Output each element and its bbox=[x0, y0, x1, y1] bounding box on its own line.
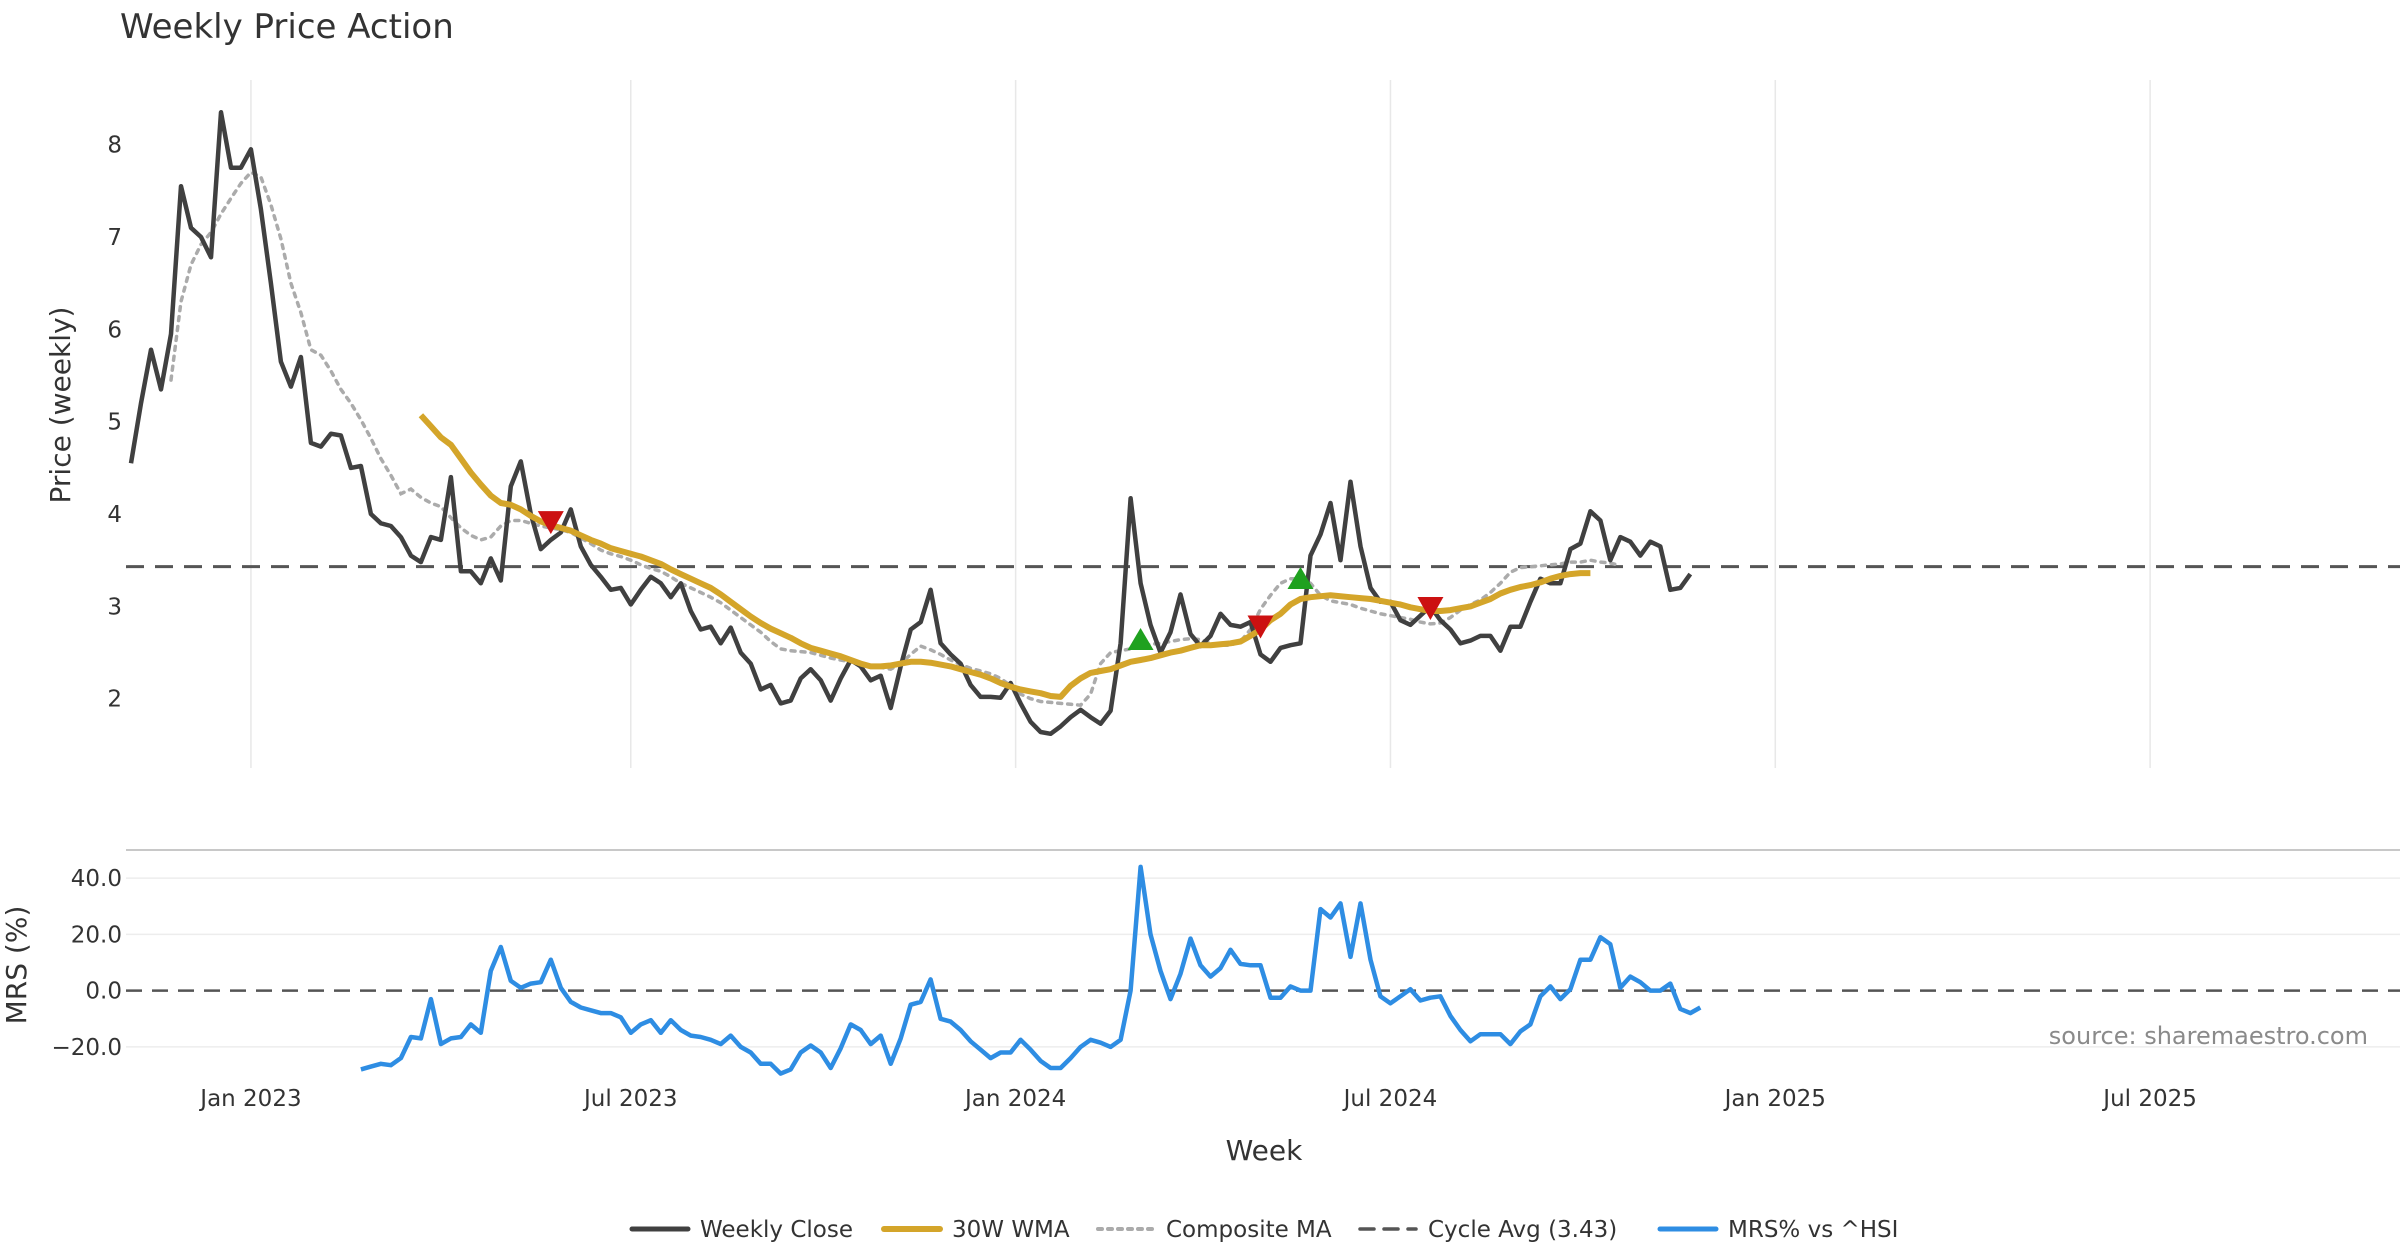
mrs-ytick-label: 20.0 bbox=[71, 922, 122, 948]
x-tick-label: Jul 2023 bbox=[582, 1086, 678, 1112]
buy-signal-marker bbox=[1287, 567, 1314, 590]
mrs-y-ticks: −20.0 0.0 20.0 40.0 bbox=[52, 866, 122, 1061]
price-ytick-label: 2 bbox=[107, 687, 122, 713]
mrs-series-group bbox=[360, 864, 1702, 1076]
price-ytick-label: 5 bbox=[107, 410, 122, 436]
x-axis-title: Week bbox=[1226, 1134, 1303, 1167]
legend-label: Weekly Close bbox=[700, 1217, 853, 1243]
mrs-axis-title: MRS (%) bbox=[0, 906, 33, 1025]
x-tick-label: Jul 2025 bbox=[2101, 1086, 2197, 1112]
mrs-line bbox=[360, 864, 1702, 1076]
wma-30w-line bbox=[418, 413, 1591, 700]
price-ytick-label: 3 bbox=[107, 594, 122, 620]
x-tick-label: Jan 2024 bbox=[963, 1086, 1066, 1112]
legend-label: Composite MA bbox=[1166, 1217, 1332, 1243]
source-watermark: source: sharemaestro.com bbox=[2049, 1022, 2368, 1050]
mrs-ytick-label: 40.0 bbox=[71, 866, 122, 892]
mrs-panel-gridlines bbox=[126, 849, 2400, 1048]
legend-label: MRS% vs ^HSI bbox=[1728, 1217, 1898, 1243]
sell-signal-marker bbox=[1247, 615, 1274, 639]
price-y-ticks: 2 3 4 5 6 7 8 bbox=[107, 133, 122, 713]
legend-label: Cycle Avg (3.43) bbox=[1428, 1217, 1617, 1243]
price-panel-gridlines bbox=[250, 80, 2151, 768]
legend: Weekly Close 30W WMA Composite MA Cycle Avg… bbox=[629, 1217, 1898, 1243]
chart-title: Weekly Price Action bbox=[120, 7, 454, 47]
buy-signal-marker bbox=[1127, 627, 1154, 650]
weekly-close-line bbox=[128, 110, 1693, 737]
signal-markers bbox=[537, 511, 1444, 650]
price-ytick-label: 4 bbox=[107, 502, 122, 528]
sell-signal-marker bbox=[1417, 597, 1444, 621]
legend-label: 30W WMA bbox=[952, 1217, 1070, 1243]
composite-ma-line bbox=[169, 170, 1623, 708]
mrs-ytick-label: −20.0 bbox=[52, 1035, 122, 1061]
x-tick-label: Jul 2024 bbox=[1342, 1086, 1438, 1112]
x-tick-label: Jan 2023 bbox=[198, 1086, 301, 1112]
x-ticks: Jan 2023 Jul 2023 Jan 2024 Jul 2024 Jan 2025… bbox=[198, 1086, 2197, 1112]
price-series-group bbox=[126, 110, 2400, 737]
price-ytick-label: 7 bbox=[107, 225, 122, 251]
price-ytick-label: 8 bbox=[107, 133, 122, 159]
sell-signal-marker bbox=[537, 511, 564, 535]
mrs-ytick-label: 0.0 bbox=[85, 979, 122, 1005]
price-ytick-label: 6 bbox=[107, 317, 122, 343]
x-tick-label: Jan 2025 bbox=[1723, 1086, 1826, 1112]
price-axis-title: Price (weekly) bbox=[44, 307, 77, 504]
